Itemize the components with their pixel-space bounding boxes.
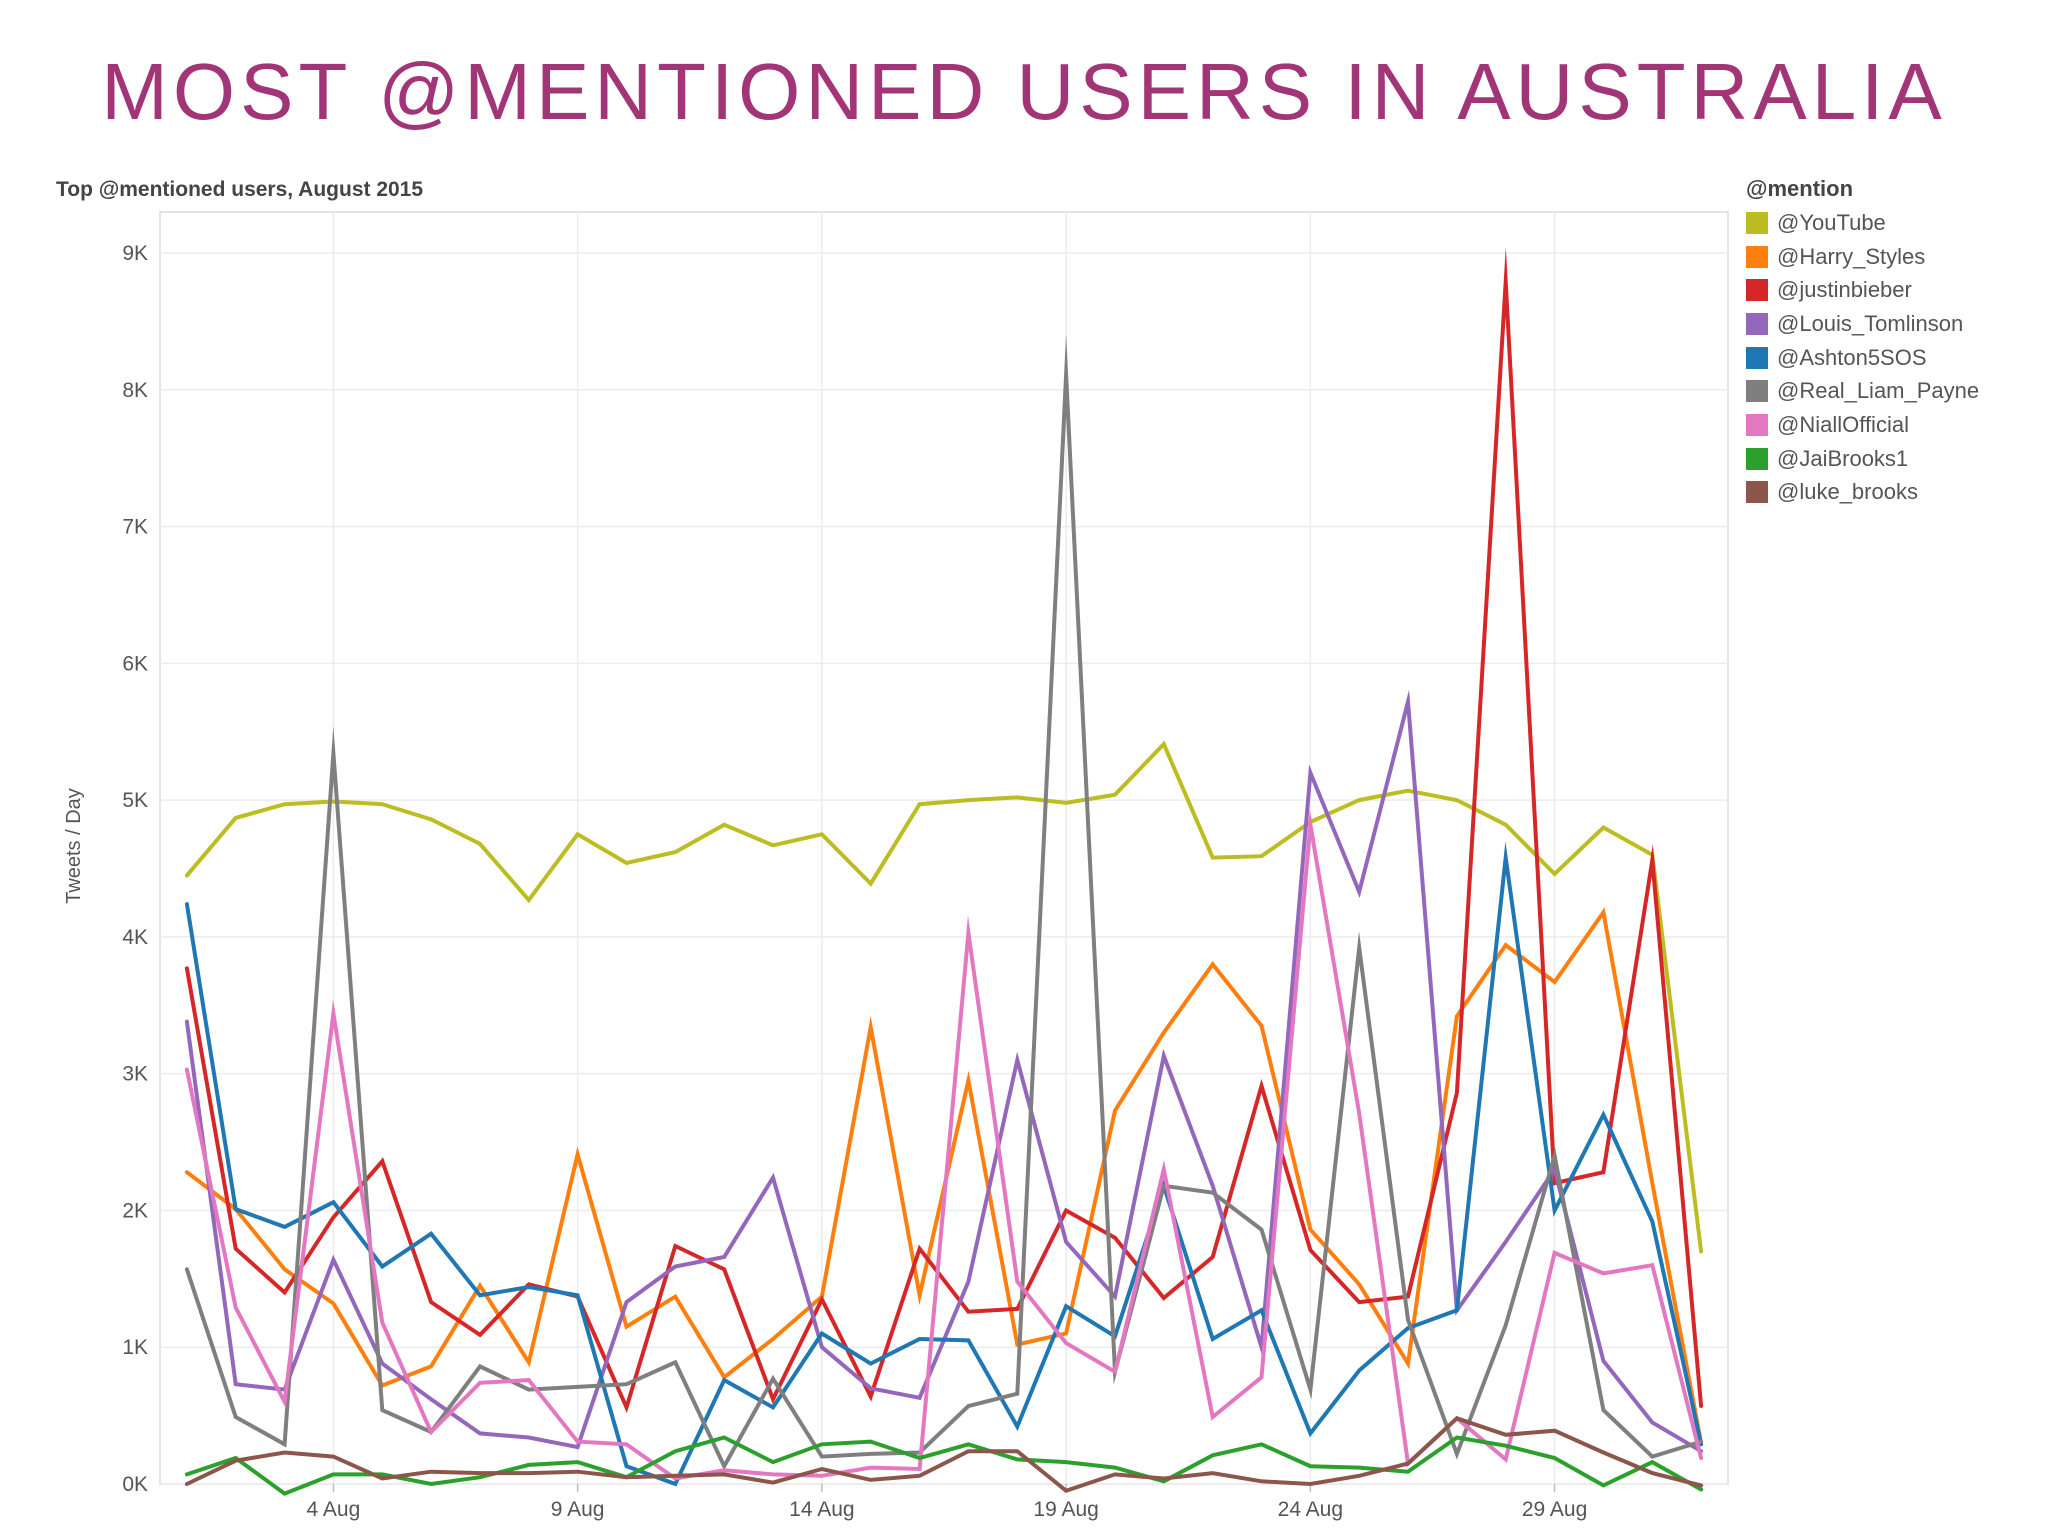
legend-swatch (1746, 380, 1768, 403)
page-title: MOST @MENTIONED USERS IN AUSTRALIA (101, 47, 1947, 136)
y-tick-label: 5K (122, 789, 148, 812)
y-tick-label: 9K (122, 242, 148, 265)
legend-label: @YouTube (1777, 209, 1886, 235)
series-line-jaibrooks1 (184, 1435, 1704, 1496)
legend-swatch (1746, 413, 1768, 436)
legend-item[interactable]: @YouTube (1746, 206, 2036, 240)
y-tick-label: 3K (122, 1063, 148, 1086)
legend-title: @mention (1746, 176, 1854, 201)
y-tick-label: 8K (122, 379, 148, 402)
legend-swatch (1746, 312, 1768, 335)
y-tick-label: 7K (122, 516, 148, 539)
x-tick-label: 19 Aug (1033, 1498, 1098, 1521)
series-line-luke-brooks (184, 1416, 1704, 1494)
y-tick-label: 6K (122, 652, 148, 675)
x-tick-label: 14 Aug (789, 1498, 854, 1521)
legend-item[interactable]: @JaiBrooks1 (1746, 442, 2036, 476)
y-tick-label: 0K (122, 1473, 148, 1496)
legend-item[interactable]: @NiallOfficial (1746, 408, 2036, 442)
legend-label: @Real_Liam_Payne (1777, 378, 1980, 404)
legend: @mention @YouTube @Harry_Styles @justinbie… (1746, 172, 2036, 509)
plot-layer: 0K 1K 2K 3K 4K 5K 6K 7K 8K 9K 4 Aug 9 Aug 14 Aug 19 A… (122, 211, 1729, 1521)
x-tick-label: 9 Aug (551, 1498, 605, 1521)
legend-swatch (1746, 279, 1768, 302)
legend-label: @Ashton5SOS (1777, 344, 1927, 370)
legend-label: @luke_brooks (1777, 479, 1918, 505)
legend-label: @Louis_Tomlinson (1777, 310, 1964, 336)
legend-label: @NiallOfficial (1777, 411, 1909, 437)
x-tick-label: 4 Aug (307, 1498, 361, 1521)
legend-swatch (1746, 245, 1768, 268)
series-line-youtube (184, 740, 1704, 1254)
legend-item[interactable]: @Real_Liam_Payne (1746, 374, 2036, 408)
legend-label: @Harry_Styles (1777, 243, 1926, 269)
legend-swatch (1746, 346, 1768, 369)
legend-item[interactable]: @Harry_Styles (1746, 240, 2036, 274)
legend-item[interactable]: @luke_brooks (1746, 476, 2036, 510)
legend-item[interactable]: @Ashton5SOS (1746, 341, 2036, 375)
y-tick-label: 2K (122, 1199, 148, 1222)
chart-title: Top @mentioned users, August 2015 (56, 178, 423, 201)
legend-label: @justinbieber (1777, 277, 1912, 303)
legend-swatch (1746, 447, 1768, 470)
legend-item[interactable]: @justinbieber (1746, 273, 2036, 307)
legend-item[interactable]: @Louis_Tomlinson (1746, 307, 2036, 341)
x-tick-label: 24 Aug (1278, 1498, 1343, 1521)
series-line-justinbieber (184, 246, 1704, 1414)
y-tick-label: 4K (122, 926, 148, 949)
x-tick-label: 29 Aug (1522, 1498, 1587, 1521)
y-tick-label: 1K (122, 1336, 148, 1359)
series-line-ashton5sos (184, 841, 1704, 1487)
legend-swatch (1746, 211, 1768, 234)
plot-area (159, 211, 1729, 1485)
y-axis-label: Tweets / Day (63, 788, 85, 904)
legend-items: @YouTube @Harry_Styles @justinbieber @Louis… (1746, 206, 2036, 509)
legend-swatch (1746, 481, 1768, 504)
legend-label: @JaiBrooks1 (1777, 445, 1909, 471)
